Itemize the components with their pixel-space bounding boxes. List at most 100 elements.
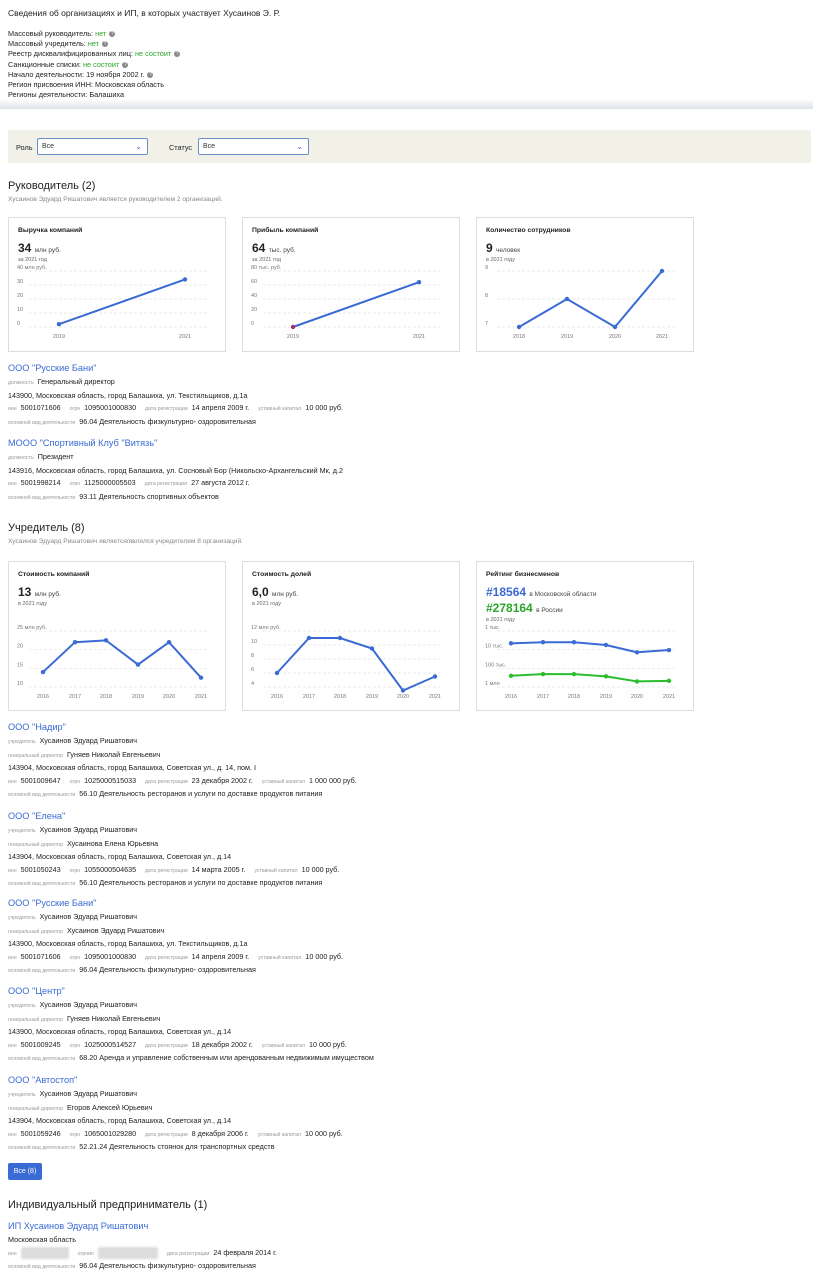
show-all-button[interactable]: Все (8) xyxy=(8,1163,42,1180)
y-tick-label: 20 xyxy=(251,307,257,313)
org-name-link[interactable]: ООО "Центр" xyxy=(8,986,65,996)
rating-chart: 1 тыс. 10 тыс. 100 тыс. 1 млн 2016 2017 2018 20… xyxy=(485,625,677,700)
y-tick-label: 20 xyxy=(17,293,23,299)
series-line xyxy=(58,278,186,326)
org-card: ООО "Надир" учредитель Хусаинов Эдуард Риш… xyxy=(8,722,798,802)
org-card: МООО "Спортивный Клуб "Витязь" должность… xyxy=(8,438,798,504)
x-tick-label: 2021 xyxy=(663,694,675,700)
data-point xyxy=(198,675,204,680)
y-tick-label: 40 xyxy=(251,293,257,299)
card-value: 13 млн руб. xyxy=(18,585,61,599)
rating-card: Рейтинг бизнесменов #18564 в Московской … xyxy=(476,561,694,711)
data-point xyxy=(571,671,577,677)
role-label: Роль xyxy=(16,143,33,152)
data-point xyxy=(564,296,570,302)
profit-card: Прибыль компаний 64 тыс. руб. за 2021 го… xyxy=(242,217,460,352)
org-name-link[interactable]: МООО "Спортивный Клуб "Витязь" xyxy=(8,438,158,448)
x-tick-label: 2019 xyxy=(561,334,573,340)
role-select[interactable]: Все ⌄ xyxy=(37,138,148,155)
company-value-card: Стоимость компаний 13 млн руб. в 2021 го… xyxy=(8,561,226,711)
data-point xyxy=(416,280,422,285)
x-tick-label: 2017 xyxy=(69,694,81,700)
shares-value-chart: 12 млн руб. 10 8 6 4 2016 2017 2018 2019 2020 2021 xyxy=(251,625,443,700)
y-tick-label: 15 xyxy=(17,662,23,668)
blurred-inn: 000000000000 xyxy=(20,1246,69,1260)
y-tick-label: 10 xyxy=(17,681,23,687)
data-point xyxy=(103,638,109,643)
data-point xyxy=(135,662,141,667)
org-name-link[interactable]: ООО "Елена" xyxy=(8,811,66,821)
data-point xyxy=(182,277,188,282)
x-tick-label: 2021 xyxy=(179,334,191,340)
ip-name-link[interactable]: ИП Хусаинов Эдуард Ришатович xyxy=(8,1221,149,1231)
data-point xyxy=(400,688,406,693)
inn-region: Регион присвоения ИНН: Московская област… xyxy=(8,80,165,90)
card-value: 64 тыс. руб. xyxy=(252,241,296,255)
card-title: Выручка компаний xyxy=(18,227,83,234)
data-point xyxy=(603,642,609,648)
series-line xyxy=(510,641,670,654)
data-point xyxy=(72,640,78,645)
page-title: Сведения об организациях и ИП, в которых… xyxy=(8,8,281,18)
card-period: в 2021 году xyxy=(486,617,515,623)
ip-region: Московская область xyxy=(8,1235,77,1244)
y-tick-label: 0 xyxy=(17,321,20,327)
org-name-link[interactable]: ООО "Автостоп" xyxy=(8,1075,78,1085)
data-point xyxy=(666,678,672,684)
data-point xyxy=(540,671,546,677)
data-point xyxy=(369,646,375,651)
country-rank: #278164 в России xyxy=(486,601,563,615)
blurred-ogrnip: 000000000000000 xyxy=(97,1246,158,1260)
data-point xyxy=(40,669,46,675)
card-period: в 2021 году xyxy=(18,601,47,607)
org-card: ООО "Русские Бани" должность Генеральный … xyxy=(8,363,798,429)
x-tick-label: 2016 xyxy=(505,694,517,700)
card-title: Рейтинг бизнесменов xyxy=(486,571,560,578)
data-point xyxy=(432,674,438,679)
card-period: в 2021 году xyxy=(252,601,281,607)
status-select[interactable]: Все ⌄ xyxy=(198,138,309,155)
region-rank: #18564 в Московской области xyxy=(486,585,597,599)
data-point xyxy=(508,673,514,678)
filter-bar: Роль Все ⌄ Статус Все ⌄ xyxy=(8,130,811,163)
y-tick-label: 7 xyxy=(485,321,488,327)
start-date-row: Начало деятельности: 19 ноября 2002 г.? xyxy=(8,69,154,79)
y-tick-label: 25 млн руб. xyxy=(17,625,47,631)
card-value: 9 человек xyxy=(486,241,521,255)
chevron-down-icon: ⌄ xyxy=(296,142,303,151)
org-name-link[interactable]: ООО "Русские Бани" xyxy=(8,363,97,373)
data-point xyxy=(337,635,343,641)
founder-subtitle: Хусаинов Эдуард Ришатович является/являл… xyxy=(8,538,243,545)
card-title: Стоимость компаний xyxy=(18,571,90,578)
org-card: ООО "Автостоп" учредитель Хусаинов Эдуард … xyxy=(8,1075,798,1155)
card-period: в 2021 году xyxy=(486,257,515,263)
disqualified-value: не состоит xyxy=(134,49,172,59)
org-name-link[interactable]: ООО "Русские Бани" xyxy=(8,898,97,908)
x-tick-label: 2018 xyxy=(568,694,580,700)
org-name-link[interactable]: ООО "Надир" xyxy=(8,722,66,732)
data-point xyxy=(571,640,577,645)
help-icon[interactable]: ? xyxy=(122,61,129,68)
help-icon[interactable]: ? xyxy=(147,71,154,78)
x-tick-label: 2019 xyxy=(287,334,299,340)
data-point xyxy=(540,640,546,645)
x-tick-label: 2018 xyxy=(100,694,112,700)
series-line xyxy=(276,637,436,692)
series-line xyxy=(292,281,420,328)
help-icon[interactable]: ? xyxy=(174,51,181,58)
card-value: 34 млн руб. xyxy=(18,241,61,255)
y-tick-label: 10 xyxy=(17,307,23,313)
x-tick-label: 2021 xyxy=(429,694,441,700)
x-tick-label: 2020 xyxy=(397,694,409,700)
employees-card: Количество сотрудников 9 человек в 2021 … xyxy=(476,217,694,352)
y-tick-label: 80 тыс. руб. xyxy=(251,265,282,271)
card-title: Стоимость долей xyxy=(252,571,312,578)
shares-value-card: Стоимость долей 6,0 млн руб. в 2021 году… xyxy=(242,561,460,711)
y-tick-label: 1 тыс. xyxy=(485,625,501,631)
card-title: Количество сотрудников xyxy=(486,227,571,234)
help-icon[interactable]: ? xyxy=(109,31,116,38)
data-point xyxy=(634,679,640,684)
founder-heading: Учредитель (8) xyxy=(8,522,85,534)
help-icon[interactable]: ? xyxy=(102,41,109,48)
data-point xyxy=(166,640,172,645)
